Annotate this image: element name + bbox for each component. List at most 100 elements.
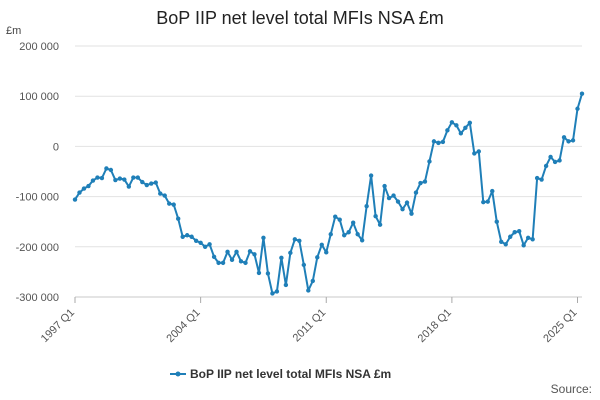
data-point — [476, 149, 482, 154]
data-point — [175, 216, 181, 221]
data-point — [494, 219, 499, 224]
data-point — [167, 201, 172, 206]
data-point — [72, 197, 78, 202]
data-point — [579, 91, 585, 96]
data-point — [552, 159, 558, 165]
data-point — [570, 138, 576, 143]
data-point — [422, 179, 428, 184]
data-point — [279, 255, 284, 261]
series-line — [74, 93, 583, 295]
data-point — [247, 249, 253, 254]
chart-title: BoP IIP net level total MFIs NSA £m — [156, 8, 444, 28]
data-point — [400, 206, 405, 212]
data-point — [391, 193, 396, 198]
x-tick-label: 2004 Q1 — [164, 307, 202, 345]
data-point — [140, 179, 145, 185]
data-point — [220, 260, 226, 266]
data-point — [81, 186, 87, 191]
data-point — [252, 252, 257, 257]
data-point — [198, 240, 203, 245]
data-point — [306, 288, 311, 293]
data-point — [431, 139, 437, 144]
data-point — [135, 175, 141, 180]
data-point — [108, 167, 114, 173]
data-point — [382, 183, 387, 189]
x-tick-label: 1997 Q1 — [39, 307, 77, 345]
data-point — [368, 173, 374, 178]
y-tick-label: 0 — [53, 141, 59, 153]
data-point — [180, 234, 185, 239]
data-point — [95, 175, 100, 180]
data-point — [395, 199, 401, 204]
data-point — [216, 260, 221, 266]
data-point — [337, 217, 342, 222]
data-point — [534, 175, 540, 181]
data-point — [413, 190, 419, 195]
data-point — [377, 222, 383, 227]
data-point — [297, 238, 302, 243]
data-point — [270, 291, 275, 296]
data-point — [288, 250, 293, 256]
data-point — [225, 249, 230, 255]
source-label: Source: — [550, 382, 592, 396]
data-point — [333, 214, 338, 219]
data-point — [485, 199, 490, 204]
data-point — [90, 178, 96, 183]
data-point — [454, 123, 459, 128]
data-point — [472, 151, 477, 156]
data-point — [463, 125, 468, 131]
data-point — [440, 139, 446, 145]
data-point — [557, 158, 562, 163]
data-point — [342, 233, 347, 238]
data-point — [77, 190, 82, 195]
data-point — [158, 191, 163, 196]
y-tick-label: -200 000 — [16, 242, 59, 254]
data-point — [543, 163, 549, 169]
data-point — [238, 259, 244, 264]
data-point — [418, 180, 423, 186]
data-point — [117, 176, 123, 181]
data-point — [131, 175, 136, 180]
data-point — [539, 177, 544, 182]
data-point — [86, 183, 91, 189]
data-point — [310, 278, 315, 284]
data-point — [458, 131, 464, 136]
data-point — [211, 254, 217, 260]
data-point — [445, 128, 450, 133]
data-point — [499, 239, 504, 244]
legend-marker-icon — [175, 371, 181, 377]
data-point — [193, 238, 199, 243]
data-point — [292, 237, 298, 242]
data-point — [404, 200, 410, 205]
data-point — [126, 184, 132, 189]
data-point — [350, 220, 356, 225]
data-point — [467, 120, 473, 126]
data-point — [373, 213, 378, 219]
y-tick-label: -300 000 — [16, 292, 59, 304]
data-point — [301, 262, 307, 268]
data-point — [229, 257, 235, 263]
data-point — [328, 232, 333, 237]
data-point — [508, 234, 513, 239]
data-point — [265, 271, 271, 276]
y-tick-label: 200 000 — [19, 41, 59, 53]
y-tick-label: 100 000 — [19, 91, 59, 103]
x-tick-label: 2018 Q1 — [416, 307, 454, 345]
data-point — [324, 250, 329, 255]
y-axis-unit-label: £m — [6, 25, 22, 37]
data-point — [104, 166, 109, 171]
data-point — [153, 180, 158, 185]
y-tick-label: -100 000 — [16, 192, 59, 204]
data-point — [490, 188, 495, 194]
x-tick-label: 2011 Q1 — [291, 307, 329, 345]
data-point — [122, 177, 127, 182]
data-point — [171, 202, 176, 207]
data-point — [319, 242, 324, 247]
data-point — [113, 177, 118, 183]
data-point — [99, 175, 105, 181]
data-point — [548, 154, 553, 160]
data-point — [516, 229, 522, 234]
data-point — [512, 230, 517, 235]
data-point — [525, 235, 531, 240]
